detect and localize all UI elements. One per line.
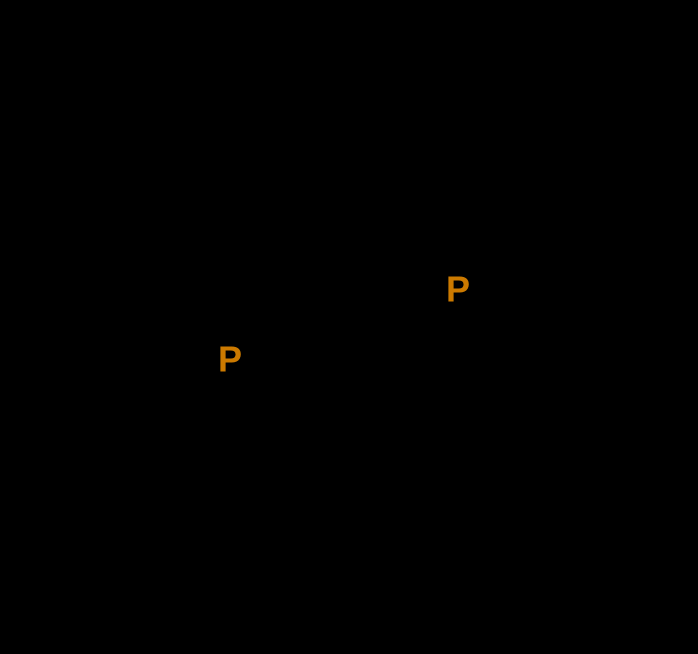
atom-label-p2: P [446,269,470,310]
bond-line [593,402,658,440]
bond-line [165,435,230,472]
bond-line [95,322,160,360]
bond-line [230,547,295,585]
bond-line [393,177,458,215]
bond-line [528,290,593,327]
bond-line [160,322,214,351]
bond-line [30,322,95,360]
bond-line [593,290,658,327]
atom-label-p1: P [218,339,242,380]
bond-line [528,402,593,440]
bond-line [246,369,295,397]
bond-line [393,252,442,281]
bond-line [458,177,523,215]
bond-line [298,254,396,399]
bond-line [393,65,458,102]
bond-line [474,298,528,327]
bond-line [30,210,95,247]
bond-line [458,65,523,102]
bond-line [230,435,295,472]
bond-line [292,250,390,395]
bond-line [165,547,230,585]
bond-line [95,210,160,247]
